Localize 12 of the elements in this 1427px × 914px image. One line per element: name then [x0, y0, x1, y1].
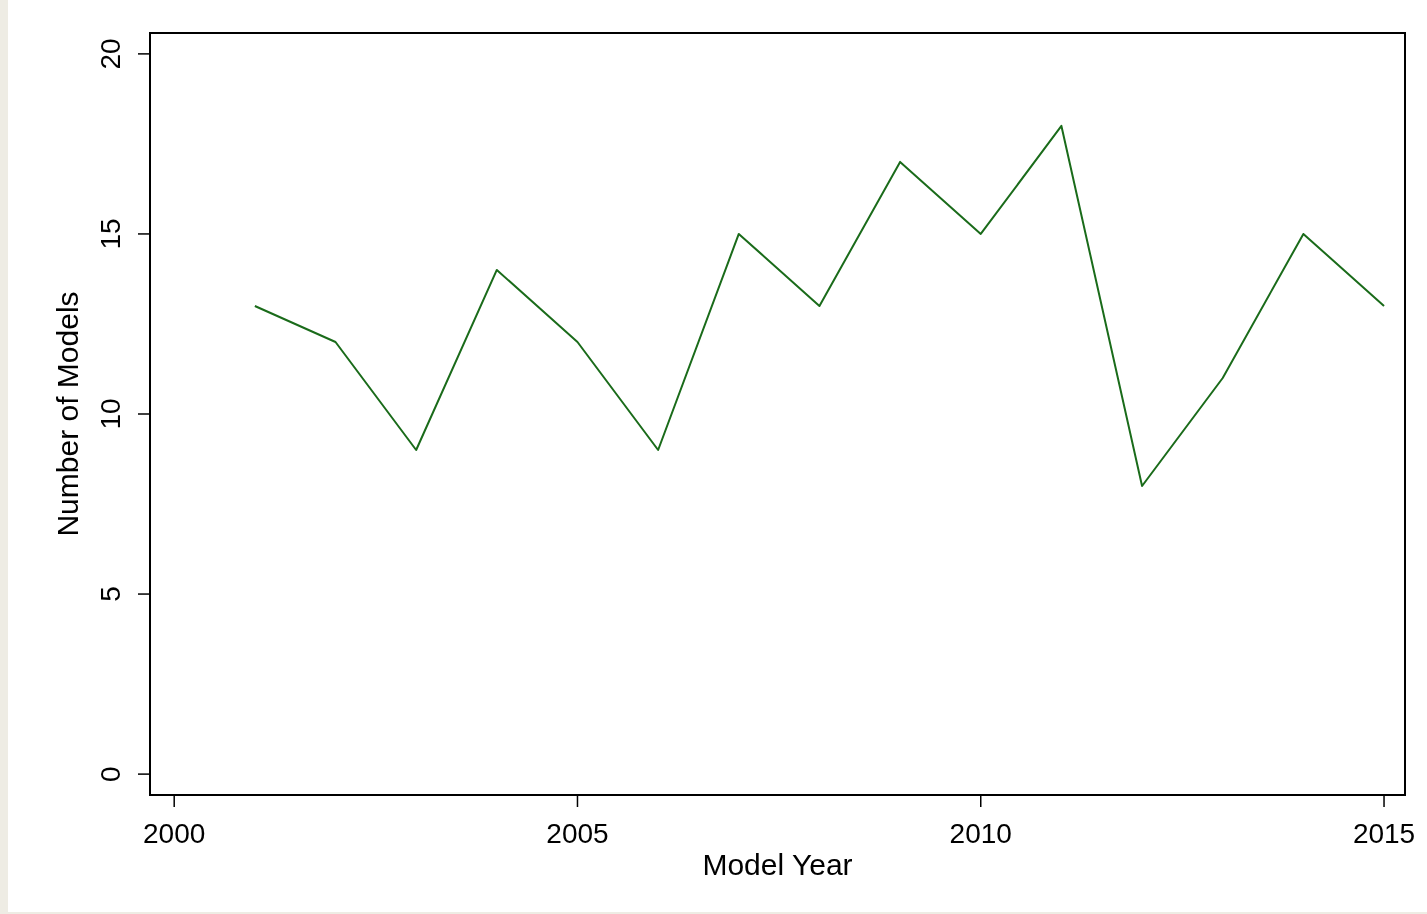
- line-series: [253, 124, 1386, 488]
- y-tick-label: 5: [95, 586, 126, 602]
- y-tick-label: 20: [95, 38, 126, 70]
- x-tick-label: 2010: [949, 818, 1012, 849]
- y-tick-label: 0: [95, 766, 126, 782]
- x-tick-label: 2000: [143, 818, 206, 849]
- x-tick-label: 2015: [1352, 818, 1416, 849]
- y-tick-label: 15: [95, 218, 126, 250]
- y-tick-label: 10: [95, 398, 126, 430]
- x-axis-title: Model Year: [702, 848, 853, 881]
- x-tick-label: 2005: [546, 818, 609, 849]
- y-axis-title: Number of Models: [51, 291, 84, 537]
